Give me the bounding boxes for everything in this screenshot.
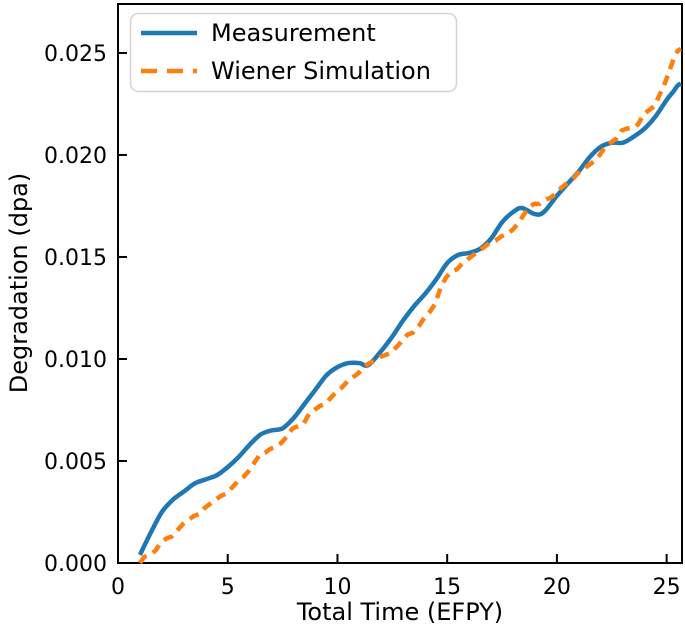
x-tick-label: 20 (543, 575, 571, 600)
y-tick-label: 0.020 (44, 144, 107, 169)
y-tick-label: 0.015 (44, 246, 107, 271)
y-tick-label: 0.010 (44, 348, 107, 373)
x-tick-label: 25 (653, 575, 681, 600)
y-tick-label: 0.025 (44, 42, 107, 67)
x-axis-label: Total Time (EFPY) (296, 598, 503, 626)
x-tick-label: 5 (221, 575, 235, 600)
wiener-simulation-line (138, 46, 683, 565)
plot-area-frame (117, 3, 683, 564)
legend-wiener-simulation-label: Wiener Simulation (211, 57, 431, 85)
legend: Measurement Wiener Simulation (129, 12, 458, 93)
legend-measurement-label: Measurement (211, 19, 376, 47)
x-tick-label: 0 (111, 575, 125, 600)
x-tick-label: 15 (433, 575, 461, 600)
legend-box (129, 12, 458, 93)
axis-ticks: 0 5 10 15 20 25 0.000 0.005 0.010 0.015 0.020 0.025 (44, 42, 681, 600)
y-axis-label: Degradation (dpa) (5, 173, 33, 394)
y-tick-label: 0.000 (44, 552, 107, 577)
measurement-line (137, 81, 683, 556)
data-series (137, 46, 683, 565)
y-tick-label: 0.005 (44, 450, 107, 475)
x-tick-label: 10 (323, 575, 351, 600)
